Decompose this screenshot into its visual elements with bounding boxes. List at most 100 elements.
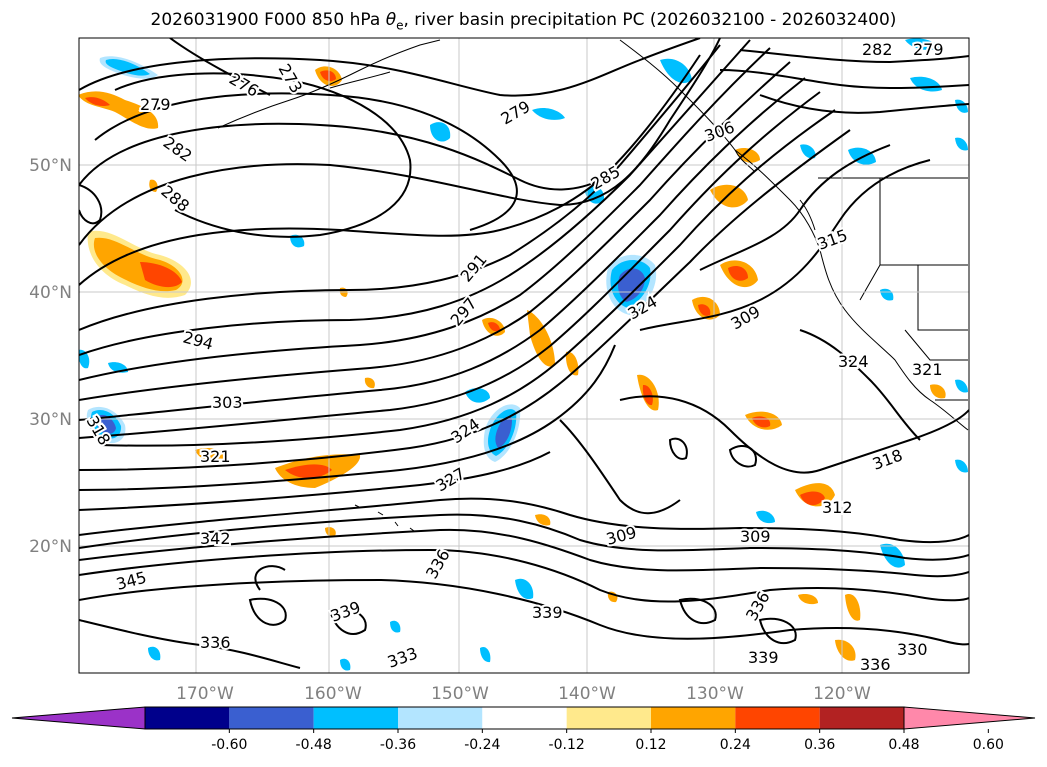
lon-tick-label: 160°W xyxy=(304,684,362,704)
shading-patch xyxy=(955,459,968,473)
theta-subscript: e xyxy=(396,18,404,33)
shading-patch xyxy=(527,310,555,367)
contour-line xyxy=(79,129,851,471)
contour-label: 303 xyxy=(212,393,243,412)
contour-line xyxy=(328,607,367,635)
colorbar-segment xyxy=(482,707,567,729)
shading-patch xyxy=(390,620,401,633)
contour-line xyxy=(79,497,969,544)
contour-line xyxy=(559,419,681,515)
colorbar: -0.60 -0.48 -0.36 -0.24 -0.12 0.12 0.24 0.36 0.4… xyxy=(11,706,1036,753)
contour-label: 321 xyxy=(200,447,231,466)
colorbar-segment xyxy=(735,707,820,729)
shading-patch xyxy=(905,38,940,50)
contour-line xyxy=(639,159,931,331)
shading-patch xyxy=(364,377,375,389)
contour-label: 324 xyxy=(838,352,869,371)
shading-patch xyxy=(85,97,110,107)
shading-patch xyxy=(955,379,968,393)
contour-line xyxy=(739,49,969,64)
shading-patch xyxy=(756,510,775,524)
contour-line xyxy=(79,122,601,191)
contour-line xyxy=(94,92,518,231)
colorbar-tick-label: -0.24 xyxy=(464,737,500,753)
contour-line xyxy=(99,109,836,447)
contour-label: 309 xyxy=(740,527,771,546)
coastline-islands xyxy=(734,149,816,231)
colorbar-tick-label: -0.12 xyxy=(549,737,585,753)
contour-line xyxy=(79,38,721,246)
contour-line xyxy=(79,344,616,491)
contour-line xyxy=(79,578,969,646)
contour-line xyxy=(79,77,806,421)
shading-patch xyxy=(340,658,351,671)
shading-patch xyxy=(930,384,946,399)
shading-patch xyxy=(488,322,500,332)
contour-line xyxy=(79,451,551,511)
lat-tick-label: 40°N xyxy=(29,283,72,303)
colorbar-segment xyxy=(398,707,483,729)
shading-patch xyxy=(140,262,182,288)
title-prefix: 2026031900 F000 850 hPa xyxy=(150,10,386,30)
title-suffix: , river basin precipitation PC (20260321… xyxy=(403,10,897,30)
colorbar-tick-label: 0.12 xyxy=(635,737,666,753)
colorbar-tick-label: 0.48 xyxy=(888,737,919,753)
contour-line xyxy=(254,565,286,591)
shading-patch xyxy=(800,491,825,506)
contour-line xyxy=(169,38,271,96)
colorbar-segment xyxy=(651,707,736,729)
colorbar-tick-label: 0.60 xyxy=(973,737,1004,753)
contour-line xyxy=(758,617,797,645)
contour-label: 282 xyxy=(862,40,893,59)
lat-tick-label: 20°N xyxy=(29,537,72,557)
shading-patch xyxy=(835,639,856,661)
colorbar-segment xyxy=(566,707,651,729)
shading-patch xyxy=(290,234,305,248)
contour-line xyxy=(79,528,969,578)
shading-patch xyxy=(430,122,451,142)
shading-patch xyxy=(320,70,336,82)
border-states xyxy=(859,178,968,401)
colorbar-segment xyxy=(313,707,398,729)
colorbar-segment xyxy=(145,707,230,729)
lon-tick-label: 140°W xyxy=(558,684,616,704)
colorbar-frame xyxy=(144,706,905,730)
shading-patch xyxy=(325,527,336,537)
shading-patch xyxy=(532,107,565,120)
colorbar-tick-label: 0.24 xyxy=(720,737,751,753)
shading-patch xyxy=(148,646,161,661)
contour-line xyxy=(248,597,287,626)
shading-patch xyxy=(955,99,968,113)
contour-label: 339 xyxy=(748,648,779,667)
contour-label: 336 xyxy=(860,655,891,674)
shading-patch xyxy=(955,137,968,151)
shading-patch xyxy=(800,144,816,159)
shading-patch xyxy=(480,646,491,663)
contour-line xyxy=(699,144,891,271)
shading-patch xyxy=(105,58,150,76)
shading-patch xyxy=(535,514,551,526)
contour-label: 339 xyxy=(532,603,563,622)
contour-label: 342 xyxy=(200,529,231,548)
contour-label: 279 xyxy=(140,95,171,114)
lon-tick-label: 120°W xyxy=(813,684,871,704)
lon-tick-labels: 170°W 160°W 150°W 140°W 130°W 120°W xyxy=(176,684,871,704)
colorbar-segment xyxy=(819,707,904,729)
gridlines xyxy=(79,38,969,673)
shading-patch xyxy=(710,184,748,208)
colorbar-extend-low xyxy=(11,706,146,730)
lat-tick-labels: 50°N 40°N 30°N 20°N xyxy=(29,156,72,557)
theta-e-contours xyxy=(79,38,969,669)
colorbar-tick-label: -0.36 xyxy=(380,737,416,753)
contour-line xyxy=(79,39,751,356)
map-background xyxy=(79,38,969,673)
contour-line xyxy=(79,38,701,97)
contour-line xyxy=(79,47,771,381)
shading-patch xyxy=(515,578,534,600)
colorbar-segment xyxy=(229,707,314,729)
shading-patch xyxy=(642,384,653,406)
shading-patch xyxy=(96,414,116,435)
lat-tick-label: 30°N xyxy=(29,410,72,430)
colorbar-tick-label: -0.48 xyxy=(296,737,332,753)
contour-line xyxy=(619,395,969,474)
